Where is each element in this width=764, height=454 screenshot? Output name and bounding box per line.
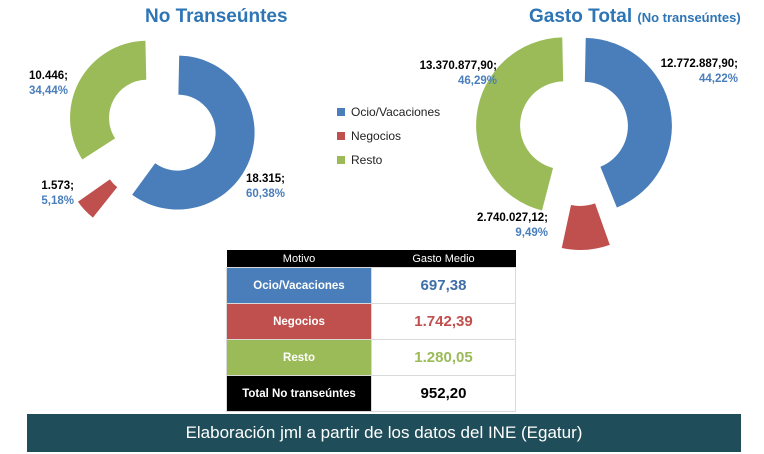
footer-source-banner: Elaboración jml a partir de los datos de…: [27, 414, 741, 452]
left-value-negocios: 1.573;: [41, 180, 74, 192]
table-row: Negocios 1.742,39: [226, 303, 516, 340]
right-label-negocios: 2.740.027,12; 9,49%: [460, 211, 548, 241]
table-row: Resto 1.280,05: [226, 339, 516, 376]
left-percent-ocio: 60,38%: [246, 188, 286, 200]
table-cell-motivo: Ocio/Vacaciones: [226, 267, 372, 304]
left-slice-negocios: [77, 179, 118, 218]
left-chart-title: No Transeúntes: [145, 6, 288, 27]
left-label-negocios: 1.573; 5,18%: [34, 179, 74, 209]
right-label-ocio: 12.772.887,90; 44,22%: [644, 57, 738, 87]
right-slice-ocio: [584, 37, 672, 208]
legend-label-negocios: Negocios: [351, 129, 402, 143]
legend-label-resto: Resto: [351, 153, 383, 167]
left-label-resto: 10.446; 34,44%: [24, 69, 68, 99]
legend-swatch-negocios: [337, 132, 345, 140]
legend-swatch-resto: [337, 156, 345, 164]
table-cell-gasto: 952,20: [371, 375, 516, 412]
right-chart-title-main: Gasto Total: [529, 6, 633, 27]
right-chart-title: Gasto Total (No transeúntes): [529, 6, 741, 28]
legend: Ocio/Vacaciones Negocios Resto: [337, 100, 440, 172]
table-cell-motivo: Total No transeúntes: [226, 375, 372, 412]
right-slice-negocios: [561, 203, 610, 250]
right-value-resto: 13.370.877,90;: [419, 60, 497, 72]
right-slice-resto: [476, 37, 564, 211]
table-header-row: Motivo Gasto Medio: [226, 250, 516, 268]
legend-label-ocio: Ocio/Vacaciones: [351, 105, 441, 119]
table-cell-gasto: 1.742,39: [371, 303, 516, 340]
right-value-negocios: 2.740.027,12;: [477, 212, 548, 224]
table-header-gasto: Gasto Medio: [371, 250, 516, 268]
table-header-motivo: Motivo: [226, 250, 372, 268]
table-cell-gasto: 697,38: [371, 267, 516, 304]
left-percent-negocios: 5,18%: [41, 195, 74, 207]
left-slice-ocio: [132, 55, 255, 210]
table-cell-motivo: Resto: [226, 339, 372, 376]
table-cell-gasto: 1.280,05: [371, 339, 516, 376]
table-row: Total No transeúntes 952,20: [226, 375, 516, 412]
left-value-resto: 10.446;: [28, 70, 68, 82]
right-percent-negocios: 9,49%: [515, 227, 548, 239]
right-percent-resto: 46,29%: [457, 75, 497, 87]
left-value-ocio: 18.315;: [246, 173, 286, 185]
left-percent-resto: 34,44%: [28, 85, 68, 97]
right-chart-subtitle: (No transeúntes): [637, 10, 741, 25]
legend-item-negocios: Negocios: [337, 124, 440, 148]
gasto-medio-table: Motivo Gasto Medio Ocio/Vacaciones 697,3…: [226, 250, 516, 412]
right-value-ocio: 12.772.887,90;: [660, 58, 738, 70]
legend-item-resto: Resto: [337, 148, 440, 172]
legend-swatch-ocio: [337, 108, 345, 116]
right-percent-ocio: 44,22%: [698, 73, 738, 85]
left-label-ocio: 18.315; 60,38%: [246, 172, 285, 202]
table-row: Ocio/Vacaciones 697,38: [226, 267, 516, 304]
right-label-resto: 13.370.877,90; 46,29%: [403, 59, 497, 89]
table-cell-motivo: Negocios: [226, 303, 372, 340]
legend-item-ocio: Ocio/Vacaciones: [337, 100, 440, 124]
left-slice-resto: [70, 40, 147, 160]
